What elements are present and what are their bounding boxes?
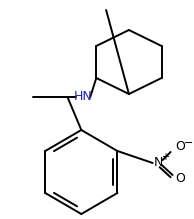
Text: −: − [184,138,193,148]
Text: O: O [176,173,185,185]
Text: HN: HN [74,90,93,104]
Text: +: + [161,152,169,162]
Text: N: N [154,157,163,170]
Text: O: O [176,141,185,154]
